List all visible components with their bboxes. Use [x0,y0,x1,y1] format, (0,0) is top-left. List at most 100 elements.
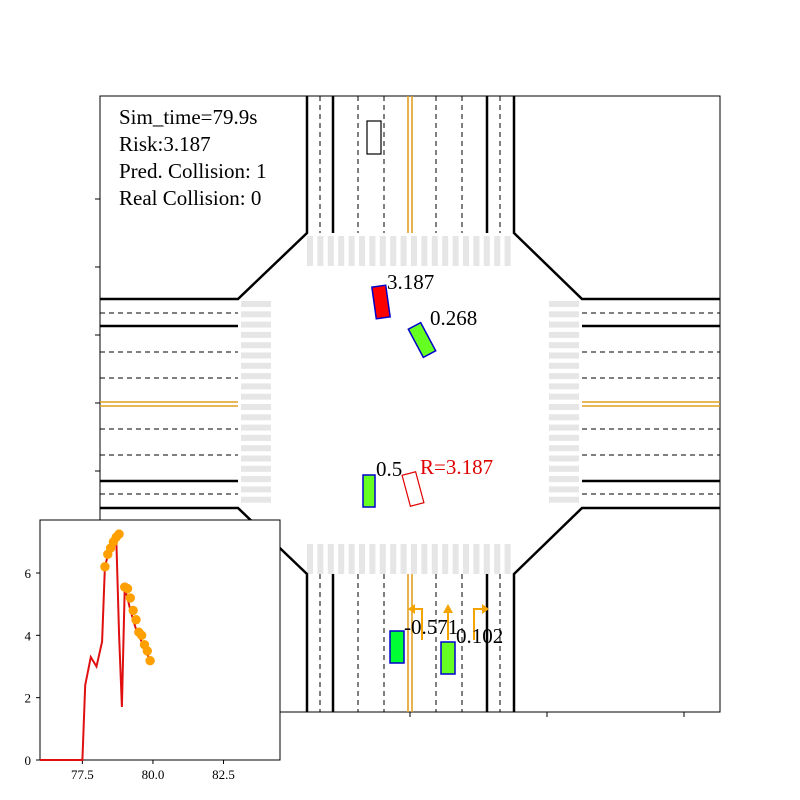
crosswalk-south-stripe [390,544,397,574]
boundary-ne [512,96,720,301]
crosswalk-south-stripe [317,544,324,574]
x-tick-label: 82.5 [212,767,235,782]
crosswalk-north-stripe [338,236,345,266]
crosswalk-north-stripe [411,236,417,266]
crosswalk-west-stripe [241,434,271,441]
y-tick-label: 2 [25,691,32,706]
crosswalk-north-stripe [390,236,397,266]
turn-arrows [413,608,484,640]
crosswalk-south-stripe [307,544,313,574]
vehicle-3 [362,474,376,508]
center-lines [100,96,720,712]
crosswalk-west-stripe [241,352,271,359]
crosswalk-south [307,544,511,574]
crosswalk-north-stripe [327,236,334,266]
risk-text: Risk:3.187 [119,132,211,156]
vehicle-5-label: 0.102 [456,624,503,648]
crosswalk-east-stripe [549,404,579,410]
crosswalk-south-stripe [431,544,438,574]
crosswalk-west-stripe [241,393,271,400]
vehicle-3-label: 0.5 [376,457,402,481]
crosswalk-south-stripe [338,544,345,574]
crosswalk-west-stripe [241,331,271,338]
y-tick-label: 0 [25,753,32,768]
crosswalk-north [307,236,511,266]
crosswalk-north-stripe [473,236,480,266]
crosswalk-west-stripe [241,362,271,369]
vehicle-outline-north [366,120,382,155]
crosswalk-south-stripe [411,544,417,574]
chart-ticks: 77.5 80.0 82.5 0 2 4 6 [25,566,235,782]
risk-data-point [136,630,147,641]
arrow-right-head-icon [482,604,489,614]
arrow-left-head-icon [408,604,415,614]
crosswalk-east-stripe [549,362,579,369]
vehicle-2-label: 0.268 [430,306,477,330]
crosswalk-north-stripe [431,236,438,266]
crosswalk-east-stripe [549,455,579,462]
crosswalk-west-stripe [241,465,271,472]
crosswalk-west-stripe [241,414,271,421]
crosswalk-east-stripe [549,373,579,380]
lane-dividers [100,96,720,712]
risk-data-point [128,605,138,616]
crosswalk-south-stripe [452,544,459,574]
crosswalk-west-stripe [241,476,271,483]
crosswalk-south-stripe [442,544,449,574]
chart-frame [39,519,281,761]
crosswalk-south-stripe [327,544,334,574]
crosswalk-north-stripe [369,236,376,266]
crosswalk-east-stripe [549,486,579,493]
crosswalk-north-stripe [359,236,365,266]
risk-data-point [114,529,124,539]
vehicle-4-label: -0.571 [404,615,458,639]
crosswalk-west-stripe [241,373,271,380]
crosswalk-south-stripe [504,544,511,574]
crosswalk-south-stripe [369,544,376,574]
vehicle-5 [440,641,456,675]
risk-data-point [122,583,133,594]
crosswalk-west-stripe [241,486,271,493]
crosswalk-north-stripe [348,236,355,266]
crosswalk-west-stripe [241,301,271,307]
crosswalk-south-stripe [348,544,355,574]
crosswalk-west-stripe [241,445,271,452]
crosswalk-east-stripe [549,321,579,328]
arrow-straight-head-icon [443,604,453,613]
crosswalk-north-stripe [494,236,501,266]
arrow-left-icon [413,608,423,640]
crosswalk-south-stripe [379,544,386,574]
risk-data-point [142,646,152,656]
vehicle-2 [407,321,437,359]
crosswalk-east-stripe [549,476,579,483]
crosswalk-east-stripe [549,465,579,472]
crosswalk-south-stripe [400,544,407,574]
risk-data-point [100,562,110,572]
crosswalk-west [241,301,271,503]
risk-data-point [125,593,136,603]
real-collision-text: Real Collision: 0 [119,186,261,210]
map-ticks [95,198,685,717]
crosswalk-north-stripe [379,236,386,266]
predicted-risk-label: R=3.187 [420,455,493,479]
crosswalk-west-stripe [241,455,271,462]
crosswalk-south-stripe [494,544,501,574]
vehicle-ego [370,284,392,320]
crosswalk-east-stripe [549,445,579,452]
risk-data-point [131,615,141,625]
turn-arrow-heads [408,604,489,614]
crosswalk-west-stripe [241,496,271,503]
crosswalk-east-stripe [549,383,579,390]
boundary-se [512,506,720,712]
predicted-collision-box [401,470,425,508]
crosswalk-north-stripe [483,236,490,266]
sim-time-text: Sim_time=79.9s [119,105,257,129]
vehicle-ego-label: 3.187 [387,270,434,294]
x-tick-label: 77.5 [71,767,94,782]
crosswalk-south-stripe [463,544,469,574]
crosswalk-west-stripe [241,383,271,390]
crosswalk-west-stripe [241,311,271,318]
crosswalk-east-stripe [549,393,579,400]
crosswalk-east-stripe [549,414,579,421]
